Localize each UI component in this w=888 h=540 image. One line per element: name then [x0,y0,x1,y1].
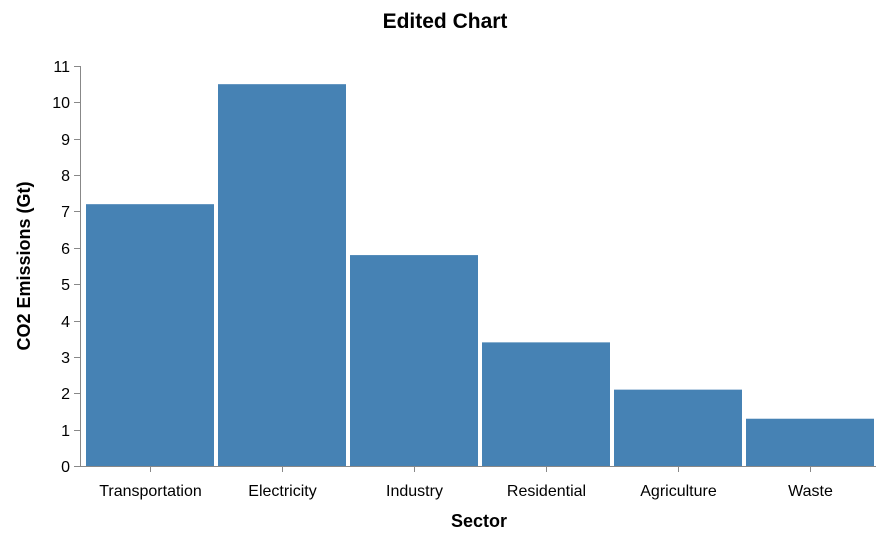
y-tick-label: 8 [61,168,70,185]
y-axis: 0 1 2 3 4 5 6 7 8 9 10 11 [52,59,81,476]
y-tick-label: 6 [61,241,70,258]
y-tick-label: 3 [61,350,70,367]
bar-transportation [86,204,214,466]
x-tick-label-residential: Residential [507,483,586,500]
x-tick-label-transportation: Transportation [99,483,202,500]
x-tick-label-electricity: Electricity [248,483,316,500]
bar-waste [746,418,874,466]
x-axis-title: Sector [451,511,507,531]
chart-title: Edited Chart [383,10,508,33]
bar-industry [350,255,478,466]
y-tick-label: 9 [61,132,70,149]
x-tick-label-industry: Industry [386,483,443,500]
x-tick-label-agriculture: Agriculture [640,483,717,500]
bar-agriculture [614,389,742,466]
y-tick-label: 2 [61,386,70,403]
y-tick-label: 1 [61,423,70,440]
y-tick-label: 10 [52,95,70,112]
y-tick-label: 4 [61,314,70,331]
bar-electricity [218,84,346,466]
bar-residential [482,342,610,466]
bars-group [86,84,874,466]
y-tick-label: 7 [61,204,70,221]
y-tick-label: 0 [61,459,70,476]
y-tick-label: 11 [53,59,70,76]
y-axis-title: CO2 Emissions (Gt) [14,181,34,350]
x-axis: Transportation Electricity Industry Residen… [80,466,876,500]
x-tick-label-waste: Waste [788,483,833,500]
y-tick-label: 5 [61,277,70,294]
